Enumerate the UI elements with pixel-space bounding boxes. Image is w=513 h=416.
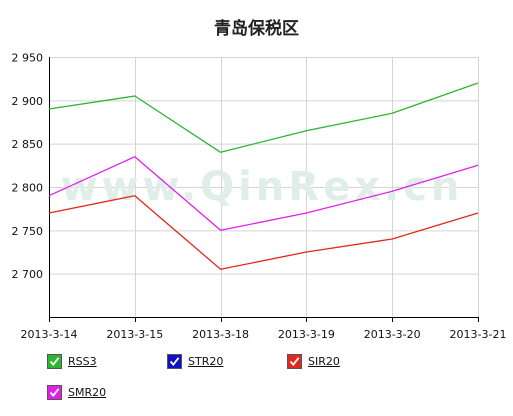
legend-label: SMR20 xyxy=(68,385,107,399)
checkmark-icon xyxy=(49,356,60,366)
x-tick-label: 2013-3-21 xyxy=(450,328,507,341)
legend-item-str20[interactable]: STR20 xyxy=(167,352,223,370)
checkmark-icon xyxy=(169,356,180,366)
watermark: www.QinRex.cn xyxy=(61,164,464,210)
legend-item-smr20[interactable]: SMR20 xyxy=(47,383,106,401)
series-lines xyxy=(48,82,479,270)
y-tick-label: 2 950 xyxy=(12,52,44,65)
legend-checkbox[interactable] xyxy=(47,353,62,369)
legend-checkbox[interactable] xyxy=(287,353,302,369)
x-tick-label: 2013-3-18 xyxy=(192,328,249,341)
legend-checkbox[interactable] xyxy=(167,353,182,369)
y-tick-label: 2 850 xyxy=(12,138,44,151)
axes xyxy=(49,57,479,322)
checkmark-icon xyxy=(289,356,300,366)
checkmark-icon xyxy=(49,387,60,397)
legend-checkbox[interactable] xyxy=(47,384,62,400)
x-tick-label: 2013-3-20 xyxy=(364,328,421,341)
x-tick-label: 2013-3-14 xyxy=(21,328,78,341)
x-tick-label: 2013-3-19 xyxy=(278,328,335,341)
chart-title: 青岛保税区 xyxy=(214,19,299,39)
series-line-rss3 xyxy=(48,82,479,153)
y-tick-label: 2 750 xyxy=(12,225,44,238)
legend-label: RSS3 xyxy=(68,354,97,368)
x-tick-label: 2013-3-15 xyxy=(106,328,163,341)
series-line-smr20 xyxy=(48,156,479,231)
legend-item-rss3[interactable]: RSS3 xyxy=(47,352,97,370)
y-tick-label: 2 900 xyxy=(12,95,44,108)
series-line-sir20 xyxy=(48,195,479,270)
tick-labels: 2 700 2 750 2 800 2 850 2 900 2 950 2013-3-14 2… xyxy=(12,52,507,342)
legend-label: STR20 xyxy=(188,354,224,368)
legend-label: SIR20 xyxy=(308,354,340,368)
y-tick-label: 2 800 xyxy=(12,182,44,195)
y-tick-label: 2 700 xyxy=(12,268,44,281)
legend-item-sir20[interactable]: SIR20 xyxy=(287,352,340,370)
